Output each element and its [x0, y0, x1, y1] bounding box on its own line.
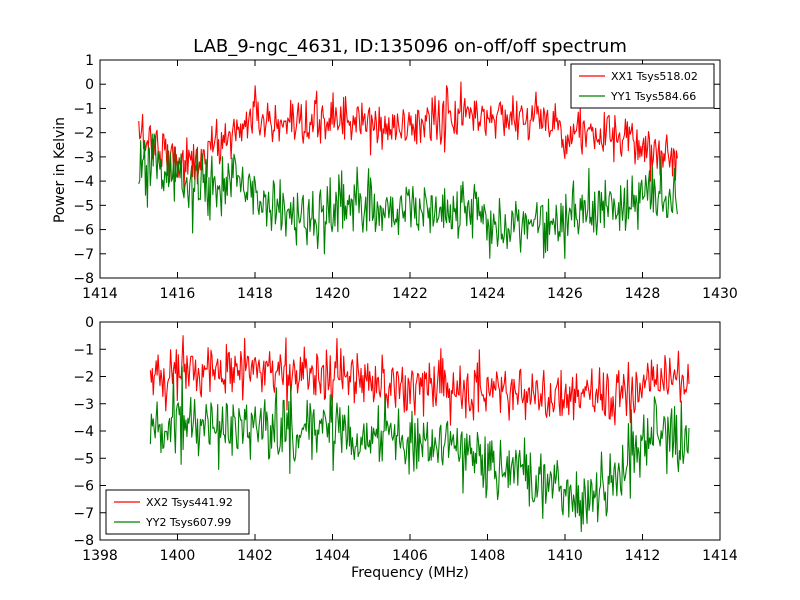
- x-tick-label: 1404: [315, 548, 351, 564]
- x-axis-label: Frequency (MHz): [351, 565, 469, 581]
- y-tick-label: −1: [73, 342, 94, 358]
- x-tick-label: 1412: [625, 548, 661, 564]
- y-tick-label: −2: [73, 370, 94, 386]
- y-tick-label: −6: [73, 223, 94, 239]
- series-line-yy1: [138, 133, 678, 259]
- y-tick-label: 1: [85, 53, 94, 69]
- legend-label: XX1 Tsys518.02: [611, 70, 698, 83]
- legend: XX1 Tsys518.02 YY1 Tsys584.66: [570, 63, 715, 109]
- y-tick-label: −4: [73, 424, 94, 440]
- series-line-xx1: [138, 81, 678, 194]
- y-tick-label: −3: [73, 397, 94, 413]
- x-tick-label: 1420: [315, 286, 351, 302]
- x-tick-label: 1402: [237, 548, 273, 564]
- x-tick-label: 1414: [702, 548, 738, 564]
- top-spectrum-panel: 1414 1416 1418 1420 1422 1424 1426 1428 1430 1 0 −1…: [73, 53, 737, 302]
- series-group: [149, 335, 690, 533]
- y-tick-label: 0: [85, 77, 94, 93]
- y-tick-label: −1: [73, 101, 94, 117]
- x-tick-label: 1426: [547, 286, 583, 302]
- legend: XX2 Tsys441.92 YY2 Tsys607.99: [105, 489, 250, 535]
- y-tick-label: −2: [73, 126, 94, 142]
- x-tick-label: 1424: [470, 286, 506, 302]
- x-tick-label: 1430: [702, 286, 738, 302]
- series-line-xx2: [149, 335, 690, 426]
- y-tick-label: −5: [73, 198, 94, 214]
- legend-box: [105, 489, 250, 535]
- y-tick-label: −6: [73, 479, 94, 495]
- x-tick-label: 1428: [625, 286, 661, 302]
- x-tick-label: 1418: [237, 286, 273, 302]
- x-tick-label: 1398: [82, 548, 118, 564]
- series-line-yy2: [149, 366, 690, 533]
- legend-label: XX2 Tsys441.92: [146, 496, 233, 509]
- figure-title: LAB_9-ngc_4631, ID:135096 on-off/off spe…: [193, 36, 627, 57]
- series-group: [138, 81, 678, 259]
- y-tick-label: −5: [73, 451, 94, 467]
- legend-label: YY1 Tsys584.66: [610, 90, 696, 103]
- y-tick-label: −7: [73, 247, 94, 263]
- y-tick-label: −4: [73, 174, 94, 190]
- y-axis-label: Power in Kelvin: [52, 117, 68, 223]
- y-tick-label: 0: [85, 315, 94, 331]
- x-tick-label: 1422: [392, 286, 428, 302]
- x-tick-label: 1410: [547, 548, 583, 564]
- x-tick-label: 1414: [82, 286, 118, 302]
- x-tick-label: 1406: [392, 548, 428, 564]
- x-tick-label: 1400: [160, 548, 196, 564]
- x-tick-label: 1416: [160, 286, 196, 302]
- y-tick-label: −8: [73, 271, 94, 287]
- legend-box: [570, 63, 715, 109]
- bottom-spectrum-panel: 1398 1400 1402 1404 1406 1408 1410 1412 1414 0 −1 −…: [73, 315, 738, 564]
- y-tick-label: −8: [73, 533, 94, 549]
- y-tick-label: −7: [73, 506, 94, 522]
- legend-label: YY2 Tsys607.99: [145, 516, 231, 529]
- x-tick-label: 1408: [470, 548, 506, 564]
- y-tick-label: −3: [73, 150, 94, 166]
